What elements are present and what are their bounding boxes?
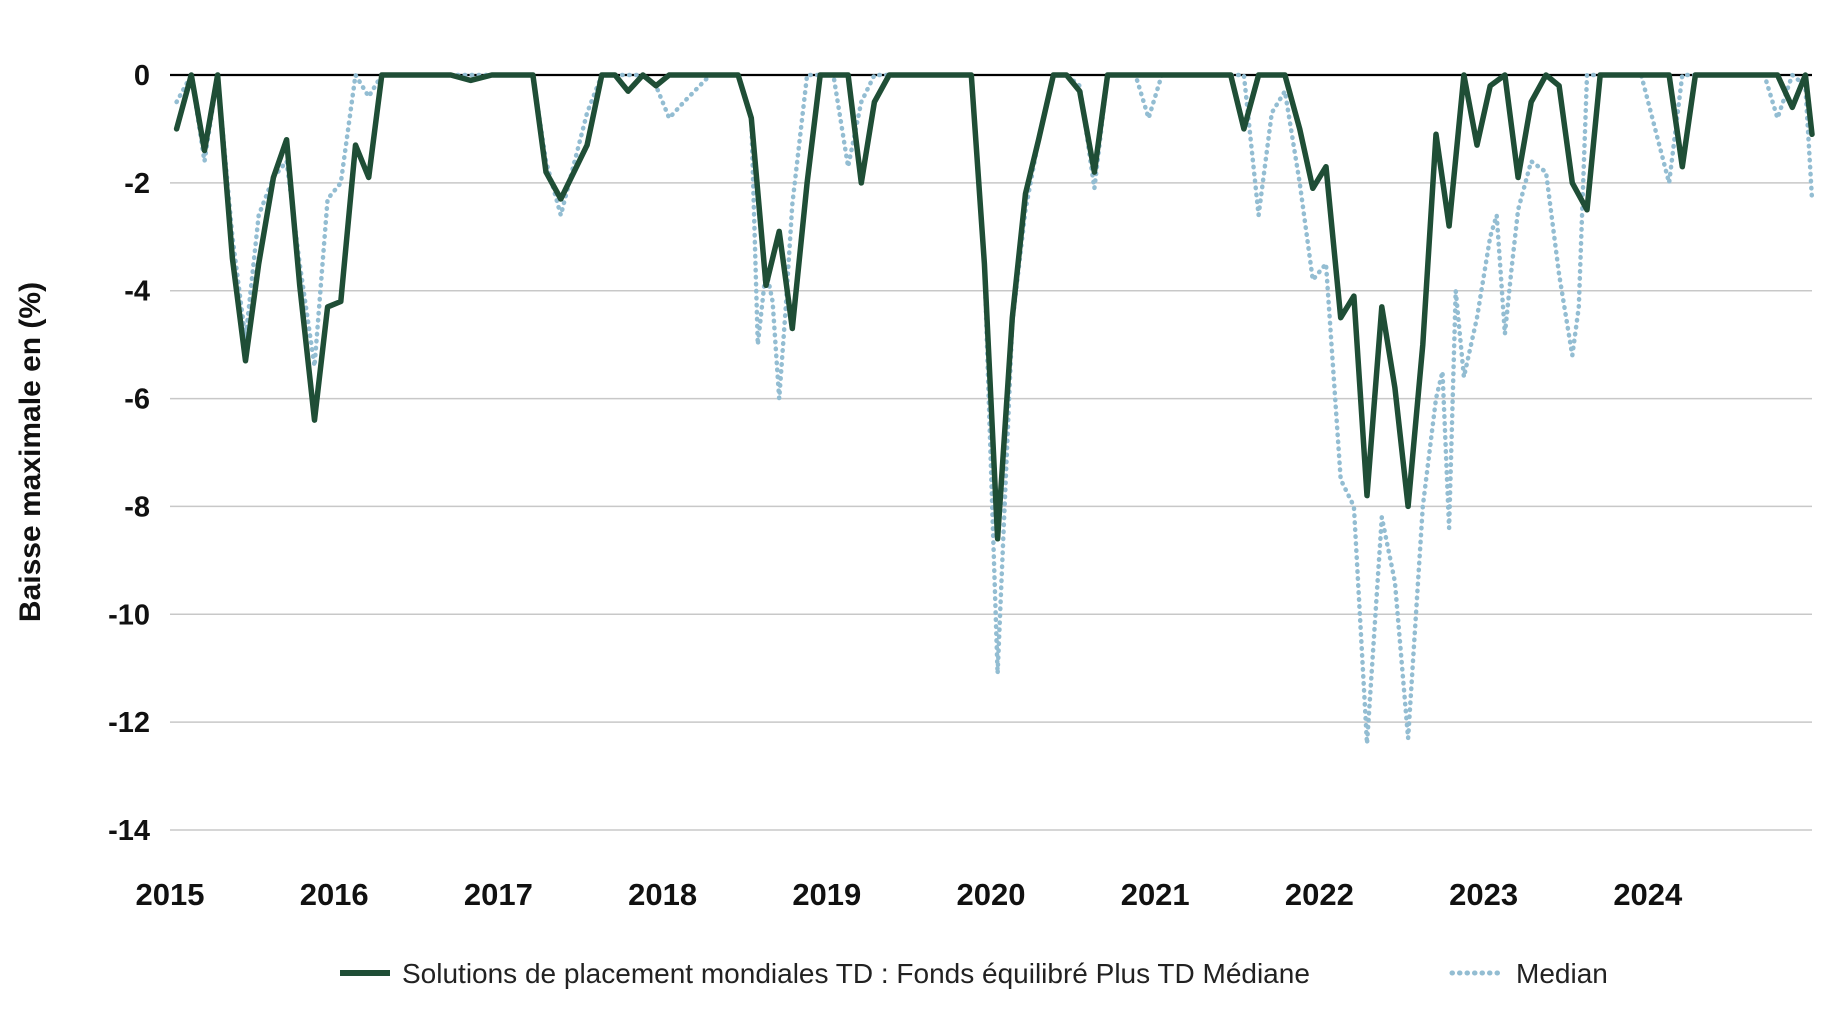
series-layer — [173, 72, 1815, 746]
y-tick-label: 0 — [134, 60, 150, 92]
y-tick-label: -8 — [124, 491, 150, 523]
y-tick-label: -2 — [124, 168, 150, 200]
y-axis-label: Baisse maximale en (%) — [14, 282, 47, 622]
legend-label-median: Median — [1516, 958, 1608, 989]
x-tick-label: 2022 — [1285, 877, 1354, 912]
y-tick-label: -12 — [108, 707, 150, 739]
x-tick-label: 2018 — [628, 877, 697, 912]
y-tick-label: -4 — [124, 276, 150, 308]
x-tick-label: 2015 — [136, 877, 205, 912]
legend-label-fund: Solutions de placement mondiales TD : Fo… — [402, 958, 1310, 989]
fund-series-line — [173, 72, 1815, 542]
y-tick-label: -10 — [108, 599, 150, 631]
x-tick-labels: 2015 2016 2017 2018 2019 2020 2021 2022 2023 2024 — [136, 877, 1684, 912]
legend: Solutions de placement mondiales TD : Fo… — [340, 958, 1608, 989]
y-tick-label: -14 — [108, 815, 150, 847]
x-tick-label: 2016 — [300, 877, 369, 912]
median-series-line — [174, 72, 1815, 746]
y-tick-label: -6 — [124, 384, 150, 416]
x-tick-label: 2020 — [957, 877, 1026, 912]
x-tick-label: 2021 — [1121, 877, 1190, 912]
x-tick-label: 2019 — [792, 877, 861, 912]
x-tick-label: 2023 — [1449, 877, 1518, 912]
x-tick-label: 2017 — [464, 877, 533, 912]
y-tick-labels: 0 -2 -4 -6 -8 -10 -12 -14 — [108, 60, 150, 847]
x-tick-label: 2024 — [1613, 877, 1683, 912]
